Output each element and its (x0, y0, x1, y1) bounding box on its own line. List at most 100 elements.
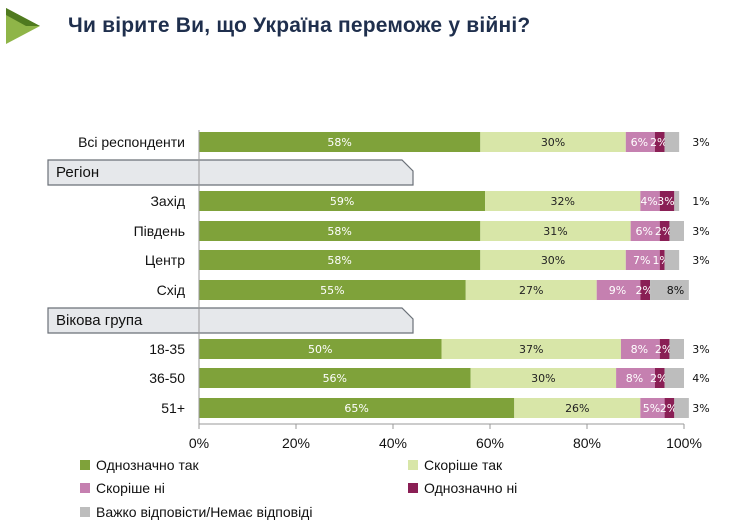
bar-segment (441, 339, 621, 359)
data-label: 3% (692, 136, 709, 149)
bar-segment (650, 280, 689, 300)
bar-segment (625, 250, 660, 270)
data-label: 50% (308, 343, 332, 356)
bar-segment (514, 398, 641, 418)
bar-segment (199, 221, 481, 241)
data-label: 30% (541, 254, 565, 267)
bar-segment (664, 250, 680, 270)
data-label: 3% (692, 343, 709, 356)
logo-chevron-icon (6, 8, 40, 44)
bar-segment (199, 398, 515, 418)
data-label: 58% (327, 225, 351, 238)
data-label: 7% (633, 254, 650, 267)
data-label: 3% (692, 254, 709, 267)
data-label: 58% (327, 136, 351, 149)
bar-segment (640, 191, 660, 211)
data-label: 6% (635, 225, 652, 238)
data-label: 32% (551, 195, 575, 208)
data-label: 65% (344, 402, 368, 415)
x-tick-label: 20% (282, 435, 310, 451)
bar-segment (199, 339, 442, 359)
data-label: 3% (692, 225, 709, 238)
bar-segment (654, 368, 665, 388)
bar-segment (659, 221, 670, 241)
data-label: 2% (655, 225, 672, 238)
bar-segment (480, 132, 626, 152)
category-label: Схід (157, 282, 185, 298)
bar-segment (470, 368, 617, 388)
data-label: 26% (565, 402, 589, 415)
data-label: 4% (692, 372, 709, 385)
data-label: 2% (655, 343, 672, 356)
bar-segment (674, 191, 680, 211)
bar-segment (654, 132, 665, 152)
bar-segment (620, 339, 660, 359)
bar-segment (199, 280, 466, 300)
category-label: 51+ (161, 400, 185, 416)
data-label: 8% (667, 284, 684, 297)
data-label: 2% (650, 136, 667, 149)
bar-segment (625, 132, 655, 152)
data-label: 8% (626, 372, 643, 385)
x-tick-label: 80% (573, 435, 601, 451)
data-label: 30% (531, 372, 555, 385)
bar-segment (199, 368, 471, 388)
data-label: 5% (643, 402, 660, 415)
data-label: 58% (327, 254, 351, 267)
data-label: 3% (692, 402, 709, 415)
data-label: 30% (541, 136, 565, 149)
logo-chevron-dark (6, 8, 40, 26)
category-label: Центр (145, 252, 185, 268)
data-label: 6% (631, 136, 648, 149)
x-tick-label: 60% (476, 435, 504, 451)
bar-segment (664, 368, 684, 388)
bar-segment (640, 398, 665, 418)
data-label: 1% (692, 195, 709, 208)
data-label: 27% (519, 284, 543, 297)
bar-segment (596, 280, 641, 300)
data-label: 9% (609, 284, 626, 297)
data-label: 37% (519, 343, 543, 356)
bar-segment (480, 221, 631, 241)
bar-segment (630, 221, 660, 241)
data-label: 4% (640, 195, 657, 208)
bar-segment (664, 398, 675, 418)
data-label: 59% (330, 195, 354, 208)
group-header-box (47, 159, 414, 186)
x-tick-label: 40% (379, 435, 407, 451)
group-header-label: Вікова група (56, 312, 143, 329)
bar-segment (659, 250, 665, 270)
bar-segment (640, 280, 651, 300)
x-tick-label: 100% (666, 435, 702, 451)
data-label: 2% (635, 284, 652, 297)
data-label: 8% (631, 343, 648, 356)
bar-segment (669, 221, 684, 241)
bar-segment (480, 250, 626, 270)
page-title: Чи вірите Ви, що Україна переможе у війн… (68, 14, 531, 37)
bar-segment (199, 132, 481, 152)
bar-segment (199, 191, 486, 211)
data-label: 2% (660, 402, 677, 415)
category-label: Всі респонденти (78, 134, 185, 150)
category-label: 18-35 (149, 341, 185, 357)
bar-segment (485, 191, 641, 211)
bar-segment (659, 339, 670, 359)
bar-segment (664, 132, 680, 152)
bar-segment (465, 280, 597, 300)
bar-segment (199, 250, 481, 270)
category-label: 36-50 (149, 370, 185, 386)
category-label: Захід (150, 193, 185, 209)
x-tick-label: 0% (189, 435, 209, 451)
group-header-box (47, 307, 414, 334)
data-label: 2% (650, 372, 667, 385)
group-header-label: Регіон (56, 164, 99, 181)
bar-segment (669, 339, 684, 359)
data-label: 55% (320, 284, 344, 297)
data-label: 31% (543, 225, 567, 238)
bar-segment (616, 368, 655, 388)
data-label: 3% (657, 195, 674, 208)
bar-segment (674, 398, 689, 418)
data-label: 56% (323, 372, 347, 385)
bar-segment (659, 191, 675, 211)
